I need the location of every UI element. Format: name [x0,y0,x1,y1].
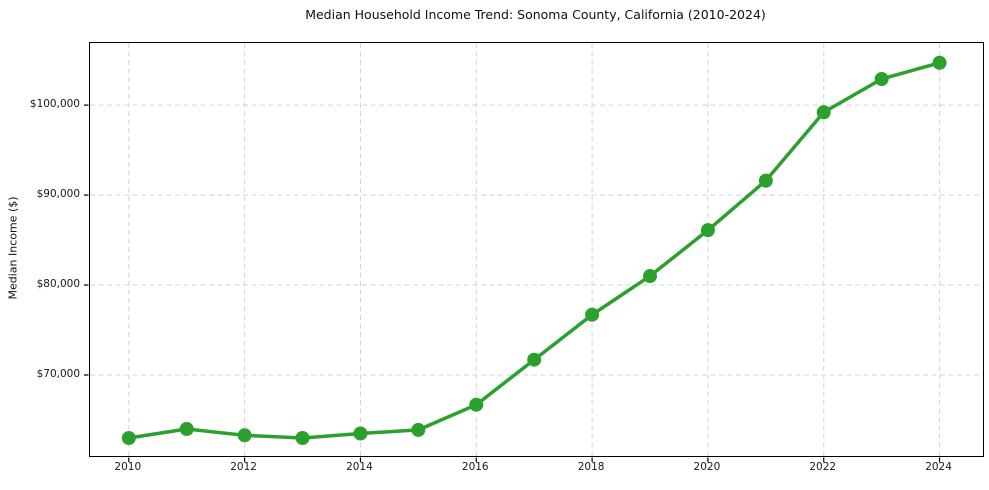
x-tick-label: 2016 [461,461,489,473]
data-point-2014 [353,426,368,441]
data-point-2012 [237,428,252,443]
x-tick-label: 2018 [577,461,605,473]
data-point-2017 [527,352,542,367]
data-point-2011 [179,422,194,437]
x-tick-label: 2010 [114,461,142,473]
data-point-2010 [121,431,136,446]
y-tick-label: $70,000 [36,367,80,380]
income-trend-line [127,61,942,440]
data-point-2015 [411,422,426,437]
data-point-2021 [758,173,773,188]
line-chart-svg [84,43,983,462]
y-tick-label: $100,000 [29,97,80,110]
x-tick-label: 2022 [809,461,837,473]
data-point-2022 [816,105,831,120]
data-point-2013 [295,431,310,446]
data-point-2023 [874,71,889,86]
x-tick-label: 2014 [346,461,373,473]
data-point-2024 [932,55,947,70]
x-tick-label: 2024 [925,461,952,473]
chart-title: Median Household Income Trend: Sonoma Co… [305,7,766,22]
data-point-2020 [700,223,715,238]
x-tick-label: 2020 [693,461,721,473]
y-tick-label: $80,000 [36,277,80,290]
data-point-2018 [585,307,600,322]
x-tick-label: 2012 [230,461,257,473]
data-point-2016 [469,397,484,412]
data-point-2019 [643,269,658,284]
plot-area [84,42,984,462]
y-tick-label: $90,000 [36,187,80,200]
